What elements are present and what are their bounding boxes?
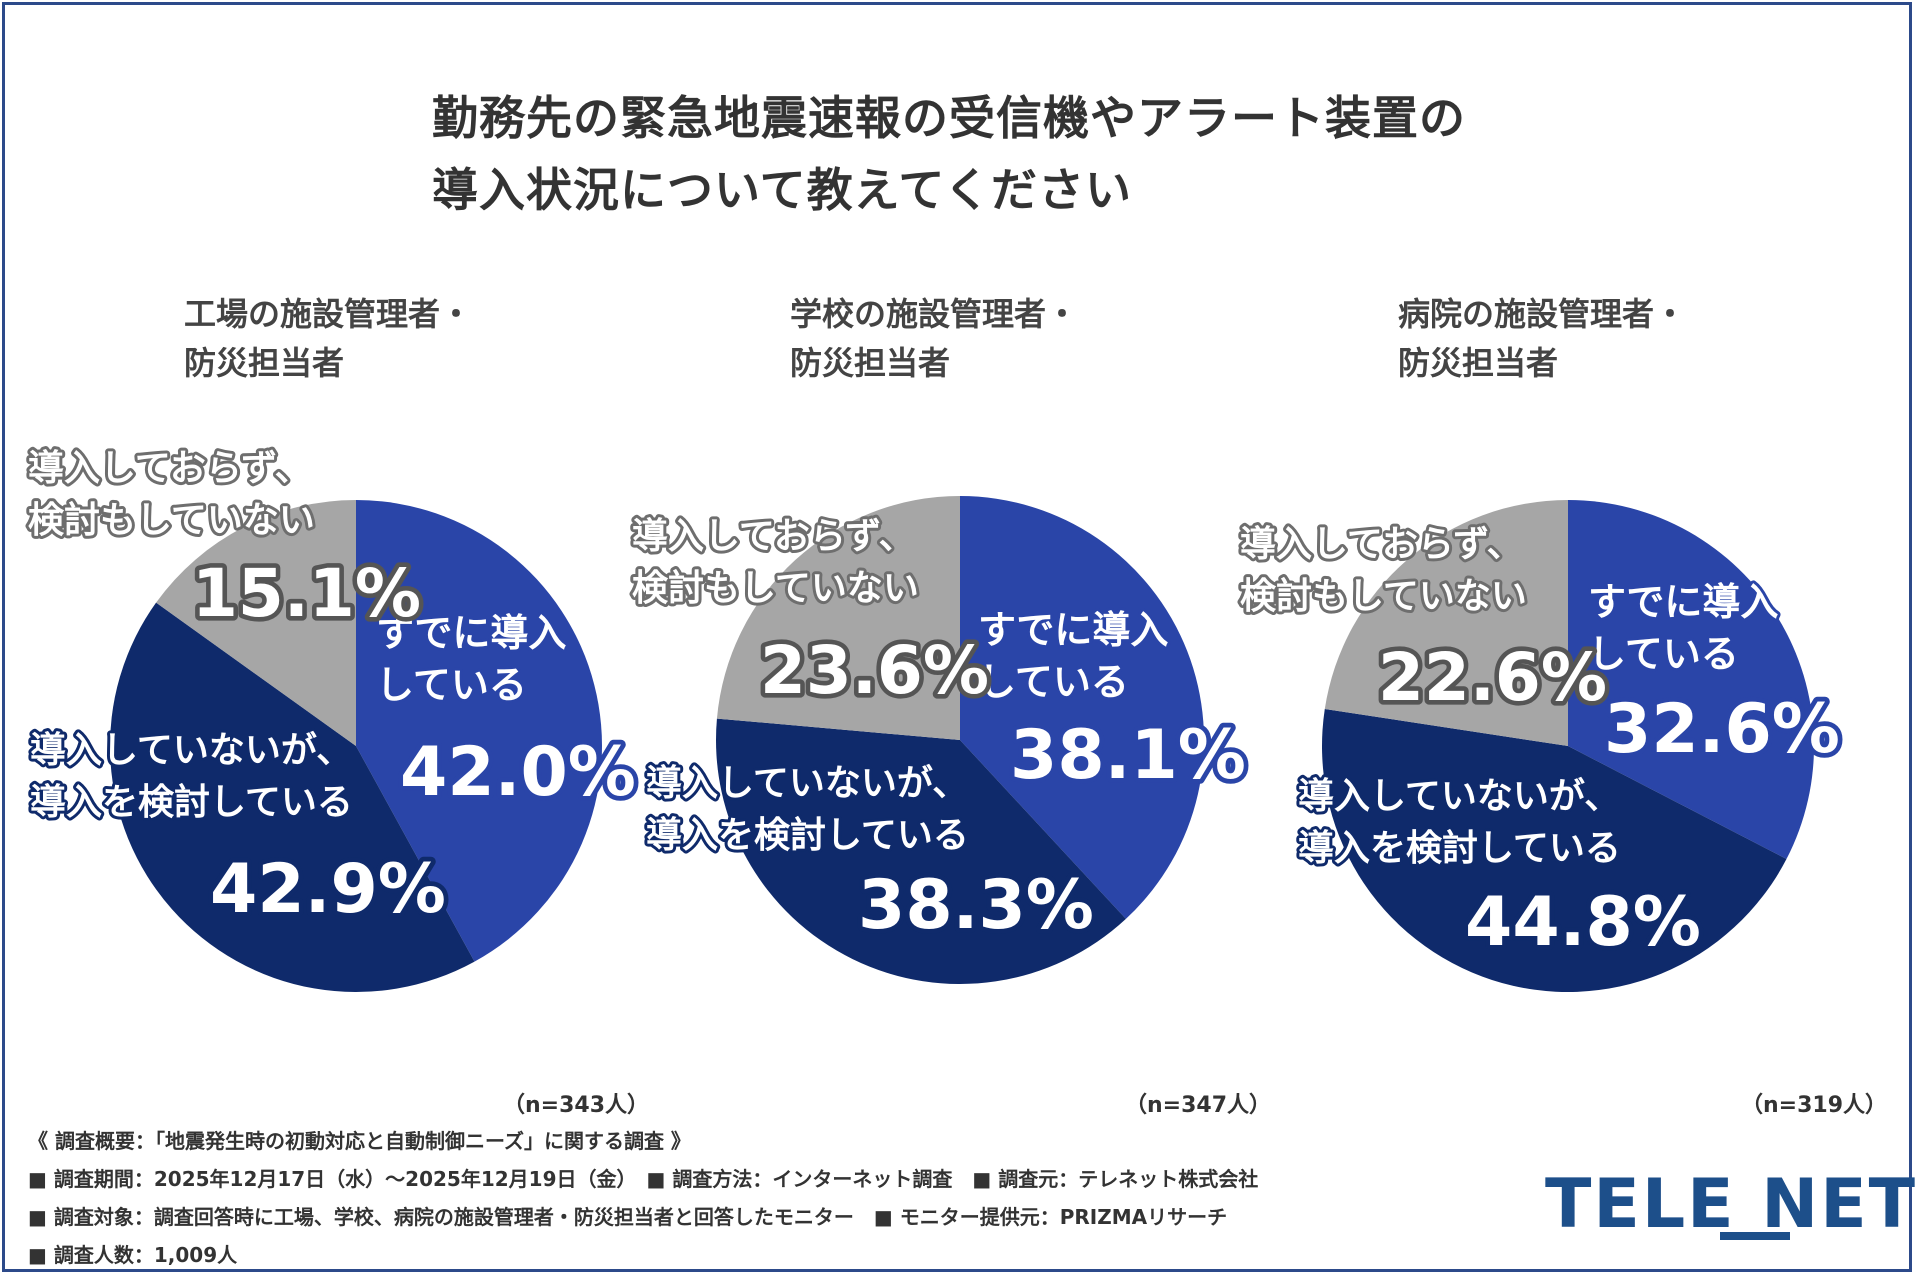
slice-label-already: している xyxy=(1588,632,1739,676)
slice-label-considering: 導入を検討している xyxy=(30,782,353,823)
subtitle-line: 防災担当者 xyxy=(790,344,951,382)
pie-subtitle-factory: 工場の施設管理者・ 防災担当者 xyxy=(184,290,472,388)
pie-subtitle-school: 学校の施設管理者・ 防災担当者 xyxy=(790,290,1078,388)
sample-size-hospital: （n=319人） xyxy=(1741,1093,1888,1118)
slice-value-already: 42.0% xyxy=(400,733,636,812)
slice-label-not: 導入しておらず、 xyxy=(1240,524,1523,565)
pie-slice-already xyxy=(1568,500,1814,860)
sample-size-factory: （n=343人） xyxy=(503,1093,650,1118)
chart-title: 勤務先の緊急地震速報の受信機やアラート装置の 導入状況について教えてください xyxy=(432,82,1466,226)
logo-underline xyxy=(1720,1232,1790,1240)
slice-label-already: すでに導入 xyxy=(376,611,566,655)
slice-label-not: 検討もしていない xyxy=(28,500,315,541)
slice-value-considering: 38.3% xyxy=(858,866,1094,945)
slice-label-already: すでに導入 xyxy=(1588,580,1778,624)
survey-line-1: ■ 調査期間：2025年12月17日（水）～2025年12月19日（金） ■ 調… xyxy=(28,1167,1259,1191)
survey-line-2: ■ 調査対象：調査回答時に工場、学校、病院の施設管理者・防災担当者と回答したモニ… xyxy=(28,1205,1228,1229)
slice-value-considering: 42.9% xyxy=(210,850,446,929)
pie-slice-not xyxy=(716,496,960,740)
survey-line-3: ■ 調査人数：1,009人 xyxy=(28,1243,238,1267)
slice-label-already: している xyxy=(978,660,1129,704)
slice-label-not: 導入しておらず、 xyxy=(28,448,311,489)
slice-value-considering: 44.8% xyxy=(1465,883,1701,962)
slice-label-not: 検討もしていない xyxy=(1240,576,1527,617)
slice-label-already: している xyxy=(376,663,527,707)
pie-slice-not xyxy=(156,500,356,746)
slice-label-considering: 導入していないが、 xyxy=(30,730,352,771)
pie-slice-considering xyxy=(1322,709,1787,992)
sample-size-school: （n=347人） xyxy=(1125,1093,1272,1118)
slice-value-already: 32.6% xyxy=(1604,690,1840,769)
slice-label-considering: 導入を検討している xyxy=(646,815,969,856)
slice-value-not: 22.6% xyxy=(1378,639,1607,716)
subtitle-line: 防災担当者 xyxy=(184,344,345,382)
slice-value-not: 23.6% xyxy=(760,632,989,709)
slice-label-considering: 導入していないが、 xyxy=(646,763,968,804)
slice-label-not: 検討もしていない xyxy=(632,568,919,609)
title-line-1: 勤務先の緊急地震速報の受信機やアラート装置の xyxy=(432,91,1466,145)
subtitle-line: 工場の施設管理者・ xyxy=(184,295,473,333)
subtitle-line: 防災担当者 xyxy=(1398,344,1559,382)
title-line-2: 導入状況について教えてください xyxy=(432,163,1132,217)
slice-label-already: すでに導入 xyxy=(978,608,1168,652)
pie-subtitle-hospital: 病院の施設管理者・ 防災担当者 xyxy=(1398,290,1686,388)
slice-value-already: 38.1% xyxy=(1010,716,1246,795)
slice-label-considering: 導入していないが、 xyxy=(1298,776,1620,817)
telenet-logo: TELE NET xyxy=(1545,1165,1918,1244)
slice-label-considering: 導入を検討している xyxy=(1298,828,1621,869)
pie-slice-considering xyxy=(109,602,475,993)
pie-slice-not xyxy=(1324,500,1568,746)
slice-value-not: 15.1% xyxy=(192,555,421,632)
subtitle-line: 病院の施設管理者・ xyxy=(1398,295,1687,333)
pie-slice-already xyxy=(960,496,1204,919)
survey-overview: 《 調査概要：「地震発生時の初動対応と自動制御ニーズ」に関する調査 》 xyxy=(28,1129,691,1153)
slice-label-not: 導入しておらず、 xyxy=(632,516,915,557)
pie-slice-considering xyxy=(716,718,1126,984)
subtitle-line: 学校の施設管理者・ xyxy=(790,295,1079,333)
pie-slice-already xyxy=(356,500,603,962)
